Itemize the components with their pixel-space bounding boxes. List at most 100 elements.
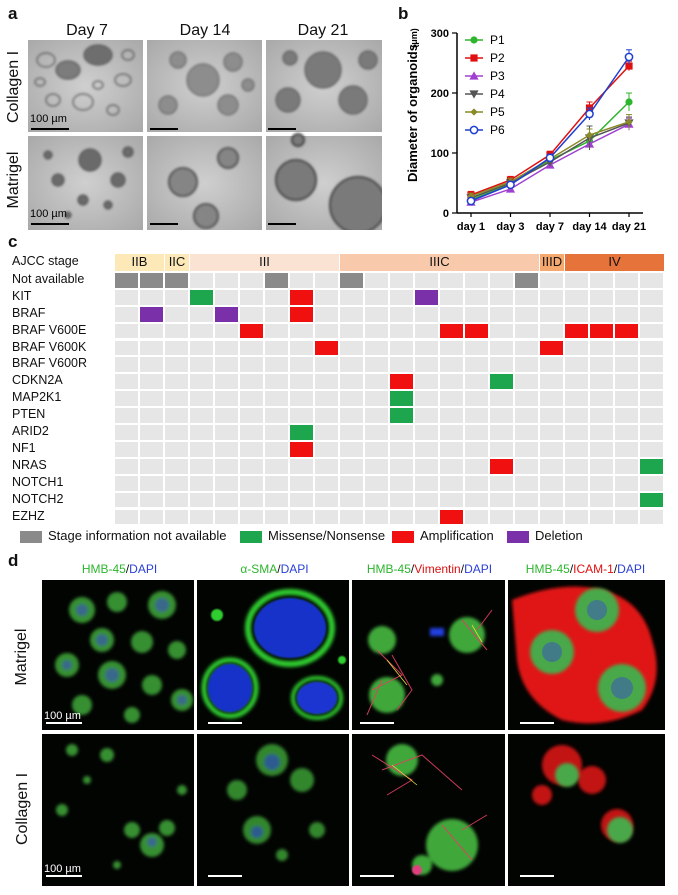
grid-cell-empty — [640, 408, 663, 423]
legend-marker-P2 — [470, 54, 478, 62]
stage-iiid: IIID — [540, 254, 564, 271]
grid-cell-empty — [590, 408, 613, 423]
gene-label: NF1 — [12, 440, 36, 455]
grid-cell-empty — [390, 323, 413, 339]
panel-d-label: d — [8, 551, 19, 570]
legend-label-P4: P4 — [490, 87, 505, 101]
grid-cell-del — [415, 289, 438, 305]
gene-label: BRAF — [12, 305, 46, 320]
grid-cell-empty — [590, 441, 613, 457]
grid-cell-empty — [615, 408, 638, 423]
grid-cell-empty — [340, 408, 363, 423]
grid-cell-empty — [240, 306, 263, 322]
grid-cell-empty — [515, 289, 538, 305]
grid-cell-empty — [490, 475, 513, 491]
grid-cell-empty — [540, 441, 563, 457]
grid-cell-empty — [340, 289, 363, 305]
grid-cell-empty — [590, 340, 613, 356]
if-header-part: / — [613, 562, 618, 576]
grid-cell-empty — [440, 391, 463, 407]
grid-cell-empty — [565, 391, 588, 407]
grid-cell-amp — [590, 323, 613, 339]
tile-matrigel-day21 — [266, 133, 382, 230]
grid-cell-empty — [365, 340, 388, 356]
grid-cell-empty — [190, 306, 213, 322]
grid-cell-empty — [240, 458, 263, 474]
grid-cell-empty — [390, 289, 413, 305]
grid-cell-empty — [365, 272, 388, 288]
grid-cell-empty — [540, 357, 563, 373]
grid-cell-empty — [390, 272, 413, 288]
grid-cell-empty — [240, 340, 263, 356]
grid-cell-empty — [265, 441, 288, 457]
panel-b-label: b — [398, 4, 409, 23]
grid-cell-empty — [115, 408, 138, 423]
grid-cell-empty — [340, 458, 363, 474]
grid-cell-empty — [365, 357, 388, 373]
grid-cell-empty — [490, 408, 513, 423]
grid-cell-empty — [440, 374, 463, 390]
grid-cell-empty — [140, 509, 163, 525]
scale-bar-a4 — [31, 223, 69, 225]
day-7-label: Day 7 — [66, 22, 108, 39]
grid-cell-empty — [440, 441, 463, 457]
grid-cell-del — [140, 306, 163, 322]
grid-cell-empty — [265, 458, 288, 474]
grid-cell-empty — [315, 458, 338, 474]
grid-cell-empty — [465, 441, 488, 457]
grid-cell-empty — [165, 509, 188, 525]
point-P6 — [624, 52, 634, 62]
grid-cell-empty — [465, 458, 488, 474]
grid-cell-empty — [315, 509, 338, 525]
gene-label: BRAF V600R — [12, 356, 88, 371]
grid-cell-empty — [540, 475, 563, 491]
grid-cell-empty — [565, 340, 588, 356]
if-scale-bar-2 — [208, 722, 242, 724]
grid-cell-empty — [140, 475, 163, 491]
point-P5 — [585, 131, 594, 139]
grid-cell-empty — [240, 391, 263, 407]
tile-collagen-day7 — [28, 40, 143, 132]
grid-cell-empty — [190, 509, 213, 525]
y-tick-label: 100 — [431, 148, 449, 160]
grid-cell-empty — [515, 441, 538, 457]
legend-marker-P6 — [469, 125, 479, 135]
grid-cell-empty — [465, 357, 488, 373]
y-axis-label: Diameter of organoids — [405, 44, 420, 182]
grid-cell-empty — [215, 272, 238, 288]
grid-cell-amp — [465, 323, 488, 339]
grid-cell-empty — [215, 475, 238, 491]
grid-cell-empty — [540, 408, 563, 423]
gene-label: PTEN — [12, 407, 46, 422]
grid-cell-empty — [190, 492, 213, 508]
ajcc-stage-header: AJCC stage — [12, 254, 79, 268]
grid-cell-empty — [365, 475, 388, 491]
grid-cell-empty — [315, 306, 338, 322]
grid-cell-empty — [365, 425, 388, 440]
grid-cell-empty — [465, 289, 488, 305]
gene-label: NOTCH2 — [12, 491, 64, 506]
grid-cell-missense — [390, 408, 413, 423]
grid-cell-empty — [265, 509, 288, 525]
grid-cell-empty — [540, 509, 563, 525]
grid-cell-empty — [140, 492, 163, 508]
grid-cell-empty — [565, 306, 588, 322]
scale-bar-a6 — [268, 223, 296, 225]
grid-cell-empty — [140, 441, 163, 457]
grid-cell-empty — [115, 509, 138, 525]
grid-cell-empty — [165, 458, 188, 474]
grid-cell-empty — [190, 340, 213, 356]
gene-label: BRAF V600K — [12, 339, 87, 354]
legend-label-del: Deletion — [535, 528, 583, 543]
if-matrigel-hmb45 — [55, 591, 193, 723]
if-header-1: HMB-45/DAPI — [42, 562, 197, 576]
if-scale-bar-5 — [46, 875, 82, 877]
if-header-part: / — [569, 562, 574, 576]
grid-cell-empty — [140, 340, 163, 356]
if-header-part: / — [125, 562, 130, 576]
grid-cell-empty — [165, 441, 188, 457]
if-collagen-icam — [532, 745, 633, 843]
if-header-part: DAPI — [617, 562, 646, 576]
grid-cell-empty — [515, 323, 538, 339]
grid-cell-empty — [165, 289, 188, 305]
